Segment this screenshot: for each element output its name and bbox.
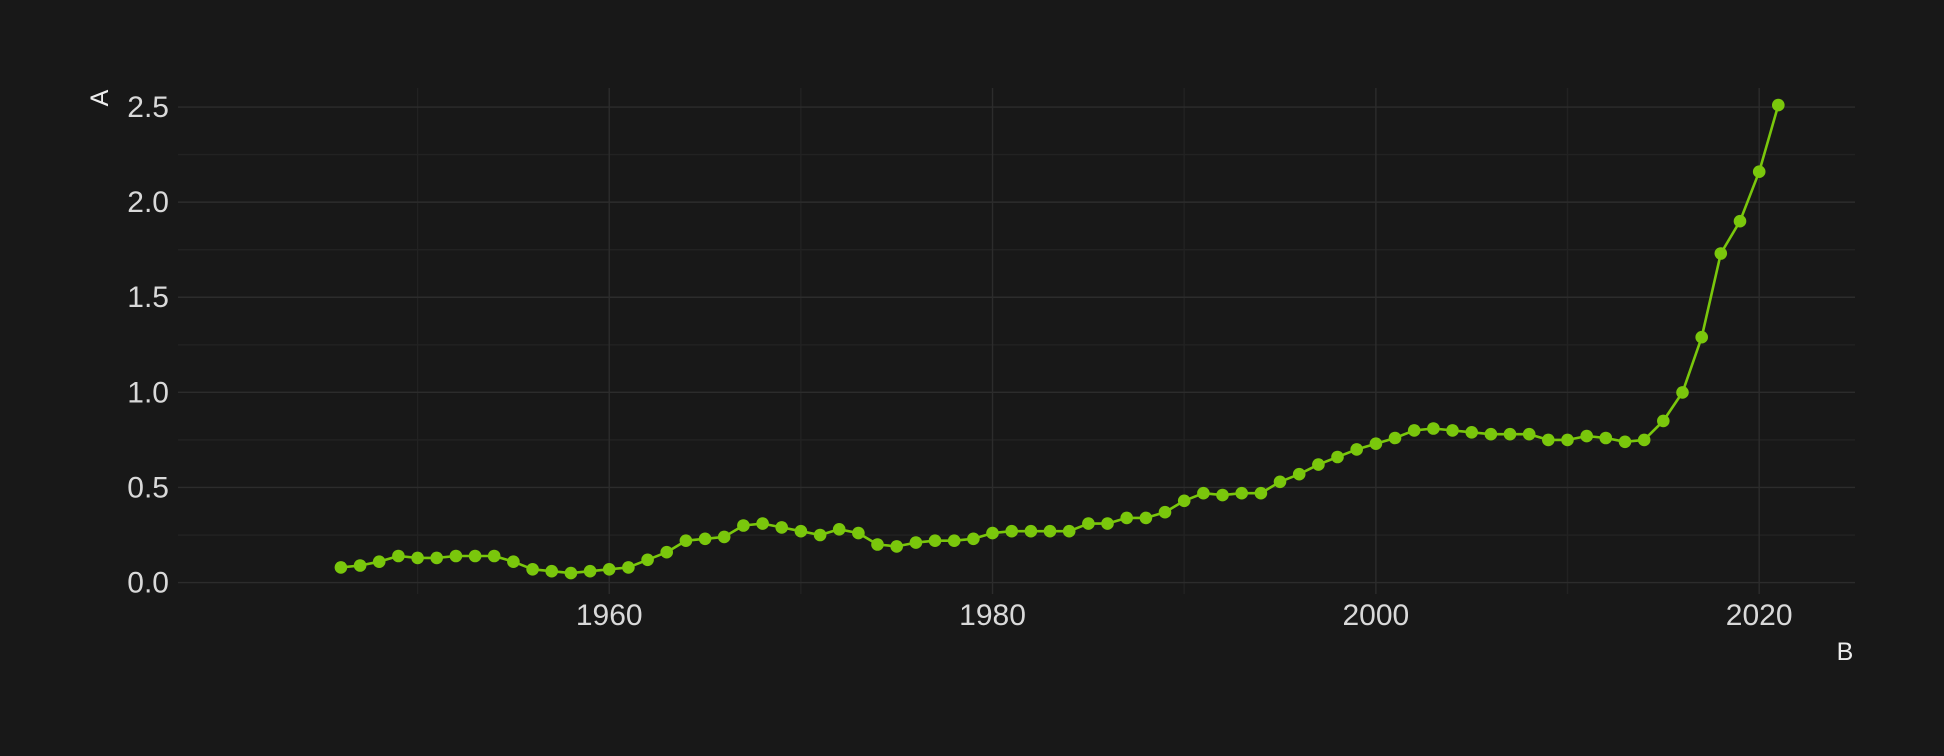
data-point bbox=[1216, 488, 1229, 502]
data-point bbox=[1407, 424, 1421, 437]
y-tick-label: 1.0 bbox=[127, 376, 169, 409]
data-point bbox=[698, 532, 712, 546]
data-point bbox=[813, 528, 827, 542]
data-point bbox=[353, 559, 367, 572]
data-point bbox=[1331, 450, 1344, 464]
data-point bbox=[1522, 427, 1536, 441]
data-point bbox=[1427, 422, 1440, 435]
data-point bbox=[794, 524, 808, 538]
data-point bbox=[1599, 431, 1613, 445]
data-point bbox=[487, 549, 501, 563]
y-tick-label: 2.5 bbox=[127, 91, 169, 124]
data-point bbox=[564, 566, 578, 580]
data-point bbox=[1503, 427, 1517, 441]
data-point bbox=[1292, 467, 1306, 481]
x-tick-label: 2020 bbox=[1726, 599, 1793, 632]
y-axis-title: A bbox=[86, 89, 114, 106]
y-tick-label: 0.0 bbox=[127, 567, 169, 600]
data-point bbox=[986, 526, 999, 540]
data-point bbox=[1465, 426, 1478, 439]
data-point bbox=[737, 519, 750, 532]
data-point bbox=[583, 564, 597, 578]
data-point bbox=[1005, 524, 1018, 538]
data-point bbox=[1676, 386, 1689, 399]
data-point bbox=[1350, 443, 1363, 456]
data-point bbox=[545, 564, 558, 578]
data-point bbox=[334, 561, 348, 574]
data-point bbox=[1177, 494, 1191, 508]
data-point bbox=[411, 551, 424, 565]
data-point bbox=[1733, 214, 1747, 228]
data-point bbox=[1158, 505, 1172, 519]
data-point bbox=[1120, 511, 1133, 525]
data-point bbox=[660, 545, 673, 559]
data-point bbox=[1273, 475, 1287, 489]
data-point bbox=[1082, 517, 1095, 530]
data-point bbox=[507, 555, 520, 568]
data-point bbox=[967, 532, 980, 546]
x-tick-label: 2000 bbox=[1342, 599, 1409, 632]
data-point bbox=[1369, 437, 1383, 451]
data-point bbox=[1101, 517, 1114, 530]
data-point bbox=[1561, 433, 1574, 447]
series-line bbox=[340, 104, 1780, 575]
data-point bbox=[775, 521, 788, 534]
x-axis-tick-labels: 1960 1980 2000 2020 bbox=[576, 599, 1793, 632]
data-point bbox=[1062, 524, 1076, 538]
data-point bbox=[1235, 486, 1248, 500]
data-point bbox=[756, 517, 769, 530]
data-point bbox=[909, 536, 923, 549]
data-point bbox=[1637, 433, 1651, 447]
data-point bbox=[641, 553, 654, 567]
y-tick-label: 0.5 bbox=[127, 471, 169, 504]
data-point bbox=[1657, 414, 1670, 428]
data-point bbox=[1618, 435, 1632, 449]
x-tick-label: 1960 bbox=[576, 599, 643, 632]
y-tick-label: 1.5 bbox=[127, 281, 169, 314]
data-point bbox=[928, 534, 942, 547]
data-point bbox=[1024, 524, 1038, 538]
y-tick-label: 2.0 bbox=[127, 186, 169, 219]
data-point bbox=[1139, 511, 1153, 525]
data-point bbox=[679, 534, 693, 547]
data-point bbox=[602, 563, 616, 576]
data-point bbox=[871, 538, 884, 551]
data-points bbox=[334, 98, 1785, 580]
data-point bbox=[852, 526, 865, 540]
data-point bbox=[1254, 486, 1268, 500]
data-point bbox=[392, 549, 405, 563]
data-point bbox=[947, 534, 961, 547]
data-point bbox=[1542, 433, 1555, 447]
data-point bbox=[832, 523, 846, 536]
data-point bbox=[717, 530, 731, 544]
data-point bbox=[1043, 524, 1057, 538]
data-point bbox=[622, 561, 635, 574]
x-tick-label: 1980 bbox=[959, 599, 1026, 632]
data-point bbox=[526, 563, 539, 576]
data-point bbox=[430, 551, 444, 565]
data-point bbox=[468, 549, 482, 563]
data-point bbox=[1484, 427, 1498, 441]
x-axis-title: B bbox=[1837, 638, 1854, 666]
data-point bbox=[1714, 247, 1728, 260]
data-point bbox=[1752, 165, 1766, 178]
data-point bbox=[1446, 424, 1459, 437]
data-point bbox=[1772, 98, 1785, 112]
data-point bbox=[372, 555, 386, 568]
data-point bbox=[449, 549, 463, 563]
data-point bbox=[890, 540, 903, 553]
data-point bbox=[1388, 431, 1402, 445]
data-point bbox=[1695, 330, 1708, 344]
major-gridlines bbox=[178, 88, 1855, 594]
data-point bbox=[1580, 429, 1593, 443]
data-point bbox=[1312, 458, 1325, 471]
y-axis-tick-labels: 0.0 0.5 1.0 1.5 2.0 2.5 bbox=[127, 91, 169, 600]
data-point bbox=[1197, 486, 1210, 500]
